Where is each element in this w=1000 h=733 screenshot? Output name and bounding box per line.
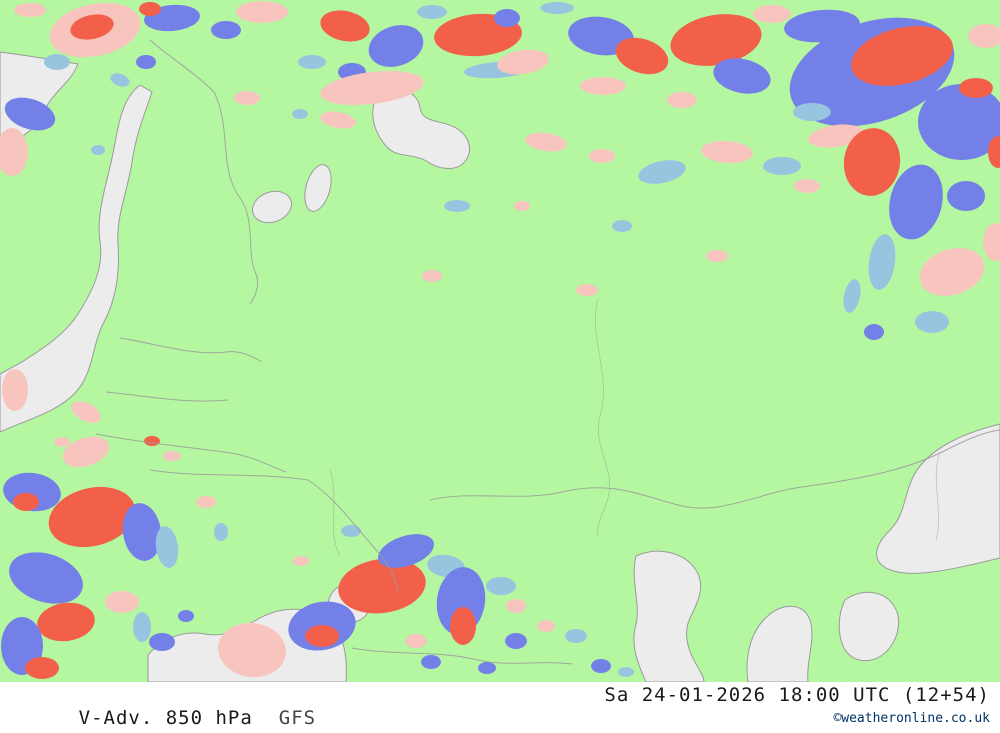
baltic-sea-shape	[0, 84, 153, 433]
ukraine-russia-border	[307, 479, 399, 593]
white-sea-shape	[372, 88, 470, 169]
gray-area-east-shape	[876, 423, 1000, 574]
parameter-label: V-Adv. 850 hPa	[78, 707, 253, 729]
lake-ladoga-shape	[252, 190, 292, 224]
weather-map-canvas	[0, 1, 1000, 682]
dnieper-river	[329, 469, 341, 557]
weather-map	[0, 0, 1000, 682]
lithuania-belarus-border	[95, 433, 287, 473]
ural-river	[935, 451, 941, 541]
russia-kazakhstan-border	[429, 429, 1000, 509]
finland-russia-border	[213, 91, 259, 305]
timestamp: Sa 24-01-2026 18:00 UTC (12+54)	[604, 684, 990, 706]
model-label: GFS	[278, 707, 317, 729]
caucasus-border	[351, 647, 573, 665]
credit-link[interactable]: ©weatheronline.co.uk	[833, 711, 990, 726]
caspian-sea-shape	[633, 550, 705, 682]
caption-right: Sa 24-01-2026 18:00 UTC (12+54) ©weather…	[604, 684, 990, 733]
lake-onega-shape	[304, 164, 332, 212]
gray-area-south-shape	[746, 605, 813, 682]
latvia-border	[105, 391, 229, 402]
norway-finland-border	[149, 39, 215, 93]
estonia-border	[119, 337, 263, 363]
volga-river	[595, 297, 610, 537]
belarus-ukraine-border	[149, 469, 309, 481]
border-lines	[95, 39, 1000, 665]
aral-sea-shape	[838, 591, 900, 661]
advection-blobs	[0, 1, 1000, 679]
